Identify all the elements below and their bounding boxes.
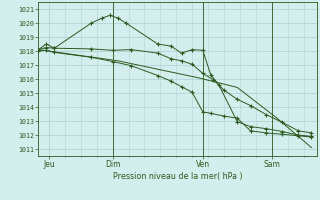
X-axis label: Pression niveau de la mer( hPa ): Pression niveau de la mer( hPa ) [113,172,243,181]
